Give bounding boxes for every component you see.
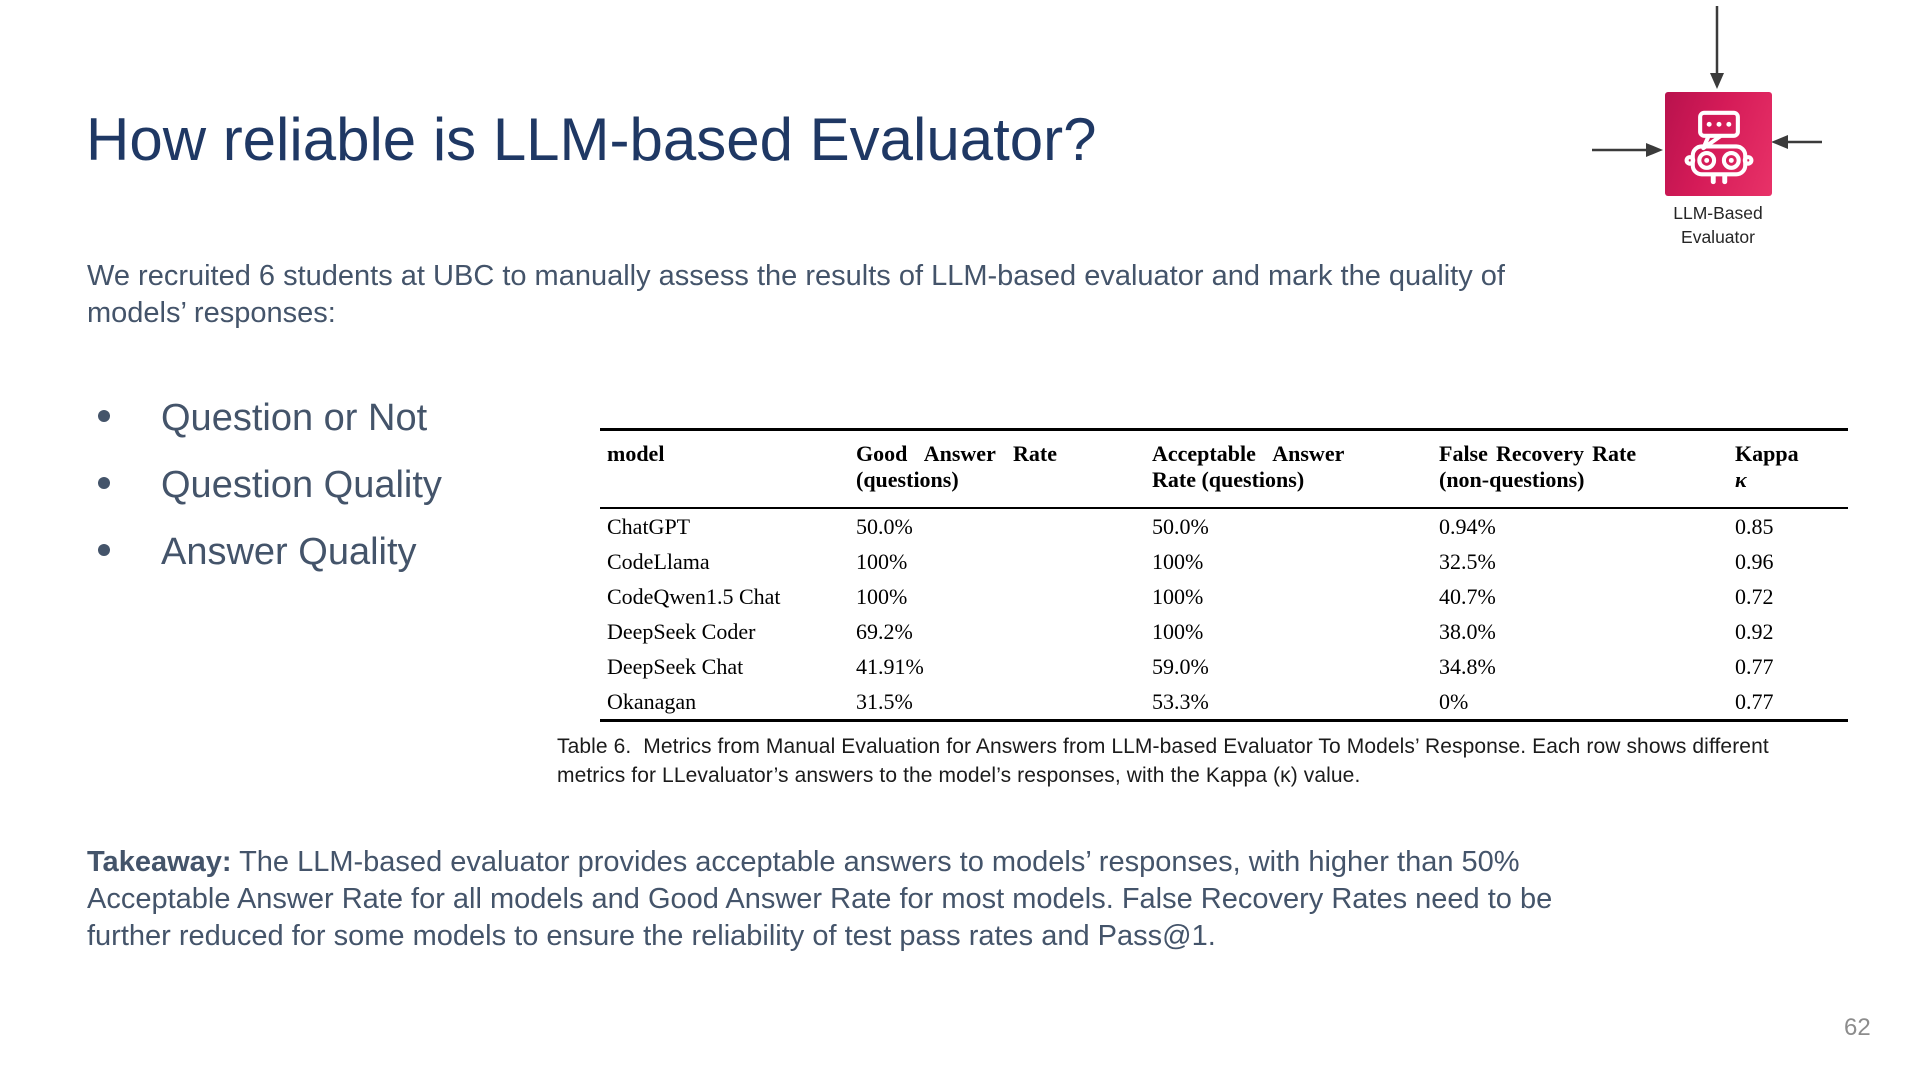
cell-good: 100%: [856, 549, 908, 574]
cell-kappa: 0.77: [1735, 689, 1774, 714]
cell-good: 50.0%: [856, 514, 913, 539]
table-body: ChatGPT 50.0% 50.0% 0.94% 0.85 CodeLlama…: [600, 509, 1848, 722]
arrow-left-head: [1646, 143, 1663, 157]
bullet-item: Question Quality: [98, 466, 442, 504]
bullet-item: Question or Not: [98, 399, 442, 437]
robot-pupil: [1703, 157, 1709, 163]
table-row: DeepSeek Chat 41.91% 59.0% 34.8% 0.77: [600, 649, 1848, 684]
cell-model: CodeQwen1.5 Chat: [607, 584, 781, 609]
cell-false-recovery: 0%: [1439, 689, 1469, 714]
cell-acceptable: 50.0%: [1152, 514, 1209, 539]
cell-acceptable: 100%: [1152, 549, 1204, 574]
cell-false-recovery: 34.8%: [1439, 654, 1496, 679]
bullet-marker: [98, 410, 110, 422]
evaluator-arrows: [1592, 6, 1822, 157]
takeaway-line-2: Acceptable Answer Rate for all models an…: [87, 883, 1553, 915]
takeaway-paragraph: Takeaway: The LLM-based evaluator provid…: [87, 844, 1552, 955]
evaluator-icon-label-line1: LLM-Based: [1673, 203, 1763, 223]
intro-line-1: We recruited 6 students at UBC to manual…: [87, 260, 1505, 292]
cell-acceptable: 100%: [1152, 584, 1204, 609]
cell-kappa: 0.92: [1735, 619, 1774, 644]
takeaway-label: Takeaway:: [87, 846, 232, 878]
cell-model: Okanagan: [607, 689, 697, 714]
bubble-dot: [1706, 121, 1712, 127]
cell-acceptable: 100%: [1152, 619, 1204, 644]
intro-line-2: models’ responses:: [87, 297, 336, 329]
bullet-label: Answer Quality: [161, 531, 417, 573]
bullet-item: Answer Quality: [98, 533, 442, 571]
bullet-label: Question or Not: [161, 397, 428, 439]
table-header-row: model Good Answer Rate (questions) Accept…: [600, 431, 1848, 509]
evaluator-icon-label-line2: Evaluator: [1681, 227, 1755, 247]
page-title: How reliable is LLM-based Evaluator?: [86, 106, 1097, 173]
cell-model: DeepSeek Coder: [607, 619, 756, 644]
takeaway-line-1: Takeaway: The LLM-based evaluator provid…: [87, 844, 1552, 881]
table-row: DeepSeek Coder 69.2% 100% 38.0% 0.92: [600, 614, 1848, 649]
cell-false-recovery: 38.0%: [1439, 619, 1496, 644]
table-row: CodeLlama 100% 100% 32.5% 0.96: [600, 544, 1848, 579]
cell-acceptable: 53.3%: [1152, 689, 1209, 714]
cell-good: 69.2%: [856, 619, 913, 644]
col-header-model: model: [607, 441, 665, 466]
robot-pupil: [1728, 157, 1734, 163]
bullet-marker: [98, 477, 110, 489]
llm-evaluator-icon: [1665, 92, 1772, 196]
results-table: model Good Answer Rate (questions) Accept…: [600, 428, 1848, 722]
bullet-marker: [98, 544, 110, 556]
robot-eye: [1696, 150, 1716, 170]
page-number: 62: [1844, 1014, 1871, 1041]
caption-line-1: Table 6. Metrics from Manual Evaluation …: [557, 735, 1769, 758]
bullet-list: Question or Not Question Quality Answer …: [98, 399, 442, 600]
col-header-false-recovery-rate: False Recovery Rate (non-questions): [1439, 441, 1637, 492]
robot-ear: [1742, 155, 1753, 166]
cell-kappa: 0.72: [1735, 584, 1774, 609]
takeaway-line-3: further reduced for some models to ensur…: [87, 920, 1216, 952]
table-row: CodeQwen1.5 Chat 100% 100% 40.7% 0.72: [600, 579, 1848, 614]
cell-kappa: 0.85: [1735, 514, 1774, 539]
cell-kappa: 0.96: [1735, 549, 1774, 574]
takeaway-line-1-text: The LLM-based evaluator provides accepta…: [231, 846, 1520, 878]
cell-model: CodeLlama: [607, 549, 710, 574]
col-header-good-answer-rate: Good Answer Rate (questions): [856, 441, 1058, 492]
table-row: ChatGPT 50.0% 50.0% 0.94% 0.85: [600, 509, 1848, 544]
cell-model: ChatGPT: [607, 514, 691, 539]
bullet-label: Question Quality: [161, 464, 442, 506]
cell-false-recovery: 0.94%: [1439, 514, 1496, 539]
cell-false-recovery: 40.7%: [1439, 584, 1496, 609]
table-row: Okanagan 31.5% 53.3% 0% 0.77: [600, 684, 1848, 719]
bubble-dot: [1725, 121, 1731, 127]
intro-paragraph: We recruited 6 students at UBC to manual…: [87, 258, 1505, 332]
robot-eye: [1721, 150, 1741, 170]
cell-good: 31.5%: [856, 689, 913, 714]
arrow-top-head: [1710, 73, 1724, 89]
cell-good: 100%: [856, 584, 908, 609]
cell-model: DeepSeek Chat: [607, 654, 744, 679]
bubble-dot: [1716, 121, 1721, 127]
evaluator-icon-label: LLM-Based Evaluator: [1648, 201, 1788, 249]
arrow-right-head: [1771, 135, 1788, 149]
robot-chat-icon: [1684, 110, 1753, 185]
cell-acceptable: 59.0%: [1152, 654, 1209, 679]
table-caption: Table 6. Metrics from Manual Evaluation …: [557, 732, 1769, 790]
cell-false-recovery: 32.5%: [1439, 549, 1496, 574]
col-header-acceptable-answer-rate: Acceptable Answer Rate (questions): [1152, 441, 1345, 492]
robot-ear: [1684, 155, 1695, 166]
cell-kappa: 0.77: [1735, 654, 1774, 679]
col-header-kappa: Kappa κ: [1735, 441, 1799, 492]
caption-line-2: metrics for LLevaluator’s answers to the…: [557, 764, 1361, 787]
cell-good: 41.91%: [856, 654, 924, 679]
